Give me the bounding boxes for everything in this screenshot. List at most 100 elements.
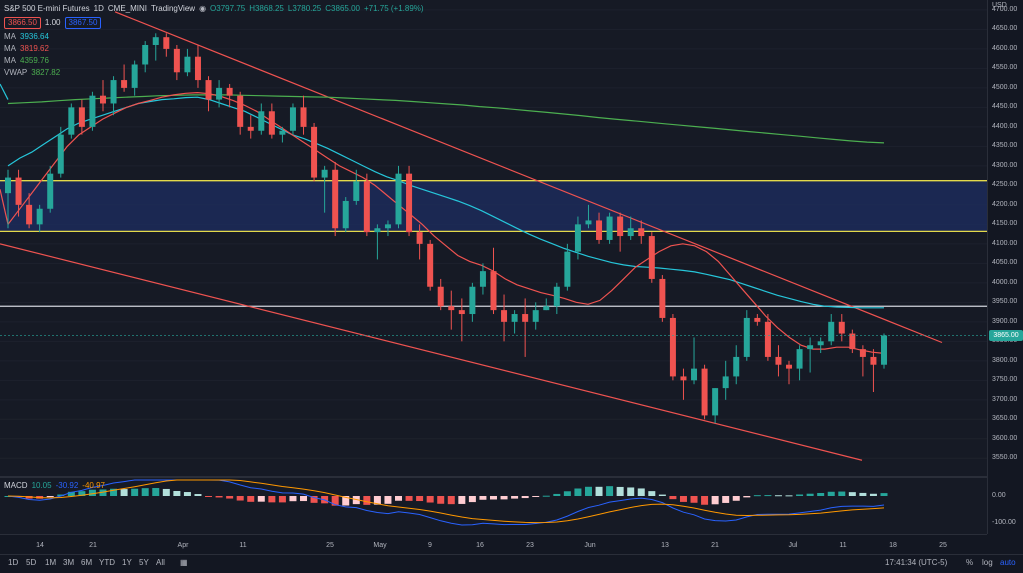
time-axis[interactable]: 14 21 Apr 11 25 May 9 16 23 Jun 13 21 Jul 11 18 25 [0, 534, 987, 555]
range-1y[interactable]: 1Y [122, 558, 132, 567]
change-value: +71.75 (+1.89%) [363, 4, 424, 13]
price-chart-svg[interactable] [0, 0, 987, 476]
price-axis-label: 4450.00 [992, 103, 1018, 111]
range-3m[interactable]: 3M [63, 558, 75, 567]
log-toggle[interactable]: log [982, 558, 993, 567]
clock-time[interactable]: 17:41:34 (UTC-5) [885, 558, 948, 567]
time-axis-label: 14 [36, 542, 44, 549]
candle-body [152, 37, 159, 45]
candle-body [574, 224, 581, 252]
macd-histogram-bar [511, 496, 519, 499]
price-axis-label: 3800.00 [992, 356, 1018, 364]
candle-body [437, 286, 444, 307]
sell-button[interactable]: 3866.50 [4, 17, 41, 29]
range-5d[interactable]: 5D [26, 558, 37, 567]
time-axis-label: 25 [326, 542, 334, 549]
macd-histogram-bar [384, 496, 392, 504]
indicator-vwap[interactable]: VWAP 3827.82 [4, 67, 424, 79]
pane-separator[interactable] [0, 476, 1023, 478]
price-axis-label: 4600.00 [992, 44, 1018, 52]
indicator-name: MA [4, 56, 16, 65]
open-value: O3797.75 [210, 4, 246, 13]
price-axis[interactable]: USD 4700.00 4650.00 4600.00 4550.00 4500.00 4… [987, 0, 1023, 534]
eye-icon[interactable]: ◉ [199, 4, 207, 13]
upper-trendline [114, 11, 943, 344]
macd-histogram-bar [352, 496, 360, 505]
range-all[interactable]: All [156, 558, 165, 567]
macd-pane[interactable] [0, 478, 987, 534]
range-5y[interactable]: 5Y [139, 558, 149, 567]
macd-legend[interactable]: MACD 10.05 -30.92 -40.97 [4, 480, 105, 492]
range-ytd[interactable]: YTD [99, 558, 115, 567]
macd-histogram-bar [78, 491, 86, 496]
range-1d[interactable]: 1D [8, 558, 19, 567]
ma-mid-line-start [0, 189, 9, 225]
candle-body [15, 177, 22, 205]
macd-histogram-bar [658, 494, 666, 496]
candle-body [142, 44, 149, 65]
indicator-ma-2[interactable]: MA 3819.62 [4, 43, 424, 55]
candle-body [743, 317, 750, 357]
macd-histogram-bar [289, 496, 297, 502]
macd-axis-label-neg: -100.00 [992, 519, 1016, 526]
interval-label[interactable]: 1D [93, 4, 104, 13]
candle-body [279, 130, 286, 135]
auto-toggle[interactable]: auto [1000, 558, 1016, 567]
candle-body [363, 181, 370, 233]
candle-body [289, 107, 296, 131]
ma-short-line-start [0, 83, 9, 100]
macd-chart-svg[interactable] [0, 478, 987, 534]
macd-histogram-bar [806, 493, 814, 496]
macd-histogram-bar [257, 496, 265, 502]
macd-histogram-bar [722, 496, 730, 503]
candle-body [817, 341, 824, 346]
candle-body [733, 356, 740, 377]
candle-body [321, 169, 328, 178]
indicator-ma-3[interactable]: MA 4359.76 [4, 55, 424, 67]
candle-body [194, 56, 201, 81]
candle-body [722, 376, 729, 389]
macd-histogram-bar [247, 496, 255, 502]
macd-histogram-bar [236, 496, 244, 501]
calendar-icon[interactable]: ▦ [180, 558, 188, 567]
macd-histogram-bar [711, 496, 719, 505]
macd-histogram-bar [838, 491, 846, 496]
indicator-name: VWAP [4, 68, 28, 77]
candle-body [807, 345, 814, 350]
time-axis-label: 11 [839, 542, 847, 549]
buy-button[interactable]: 3867.50 [64, 17, 102, 29]
range-6m[interactable]: 6M [81, 558, 93, 567]
macd-histogram-bar [679, 496, 687, 502]
candle-body [406, 173, 413, 233]
price-axis-label: 4100.00 [992, 239, 1018, 247]
candle-body [47, 173, 54, 209]
macd-histogram-bar [215, 496, 223, 498]
candle-body [395, 173, 402, 225]
price-chart-pane[interactable] [0, 0, 987, 476]
exchange-label: CME_MINI [107, 4, 148, 13]
range-1m[interactable]: 1M [45, 558, 57, 567]
percent-toggle[interactable]: % [966, 558, 974, 567]
indicator-ma-1[interactable]: MA 3936.64 [4, 31, 424, 43]
price-axis-label: 3650.00 [992, 415, 1018, 423]
macd-histogram-bar [669, 496, 677, 500]
macd-histogram-bar [110, 488, 118, 496]
currency-label[interactable]: USD [992, 2, 1007, 9]
macd-histogram-bar [152, 488, 160, 496]
symbol-name[interactable]: S&P 500 E-mini Futures [4, 4, 90, 13]
indicator-value: 3827.82 [31, 68, 61, 77]
quantity-label[interactable]: 1.00 [44, 18, 61, 27]
candle-body [448, 306, 455, 311]
macd-histogram-bar [120, 489, 128, 496]
candle-body [416, 232, 423, 244]
macd-histogram-bar [226, 496, 234, 499]
candle-body [121, 80, 128, 88]
symbol-header: S&P 500 E-mini Futures 1D CME_MINI Tradi… [4, 3, 424, 15]
candle-body [173, 48, 180, 73]
macd-histogram-bar [99, 489, 107, 496]
candle-body [659, 278, 666, 318]
candle-body [691, 368, 698, 381]
macd-histogram-bar [764, 495, 772, 497]
macd-histogram-bar [183, 492, 191, 496]
candle-body [469, 286, 476, 315]
